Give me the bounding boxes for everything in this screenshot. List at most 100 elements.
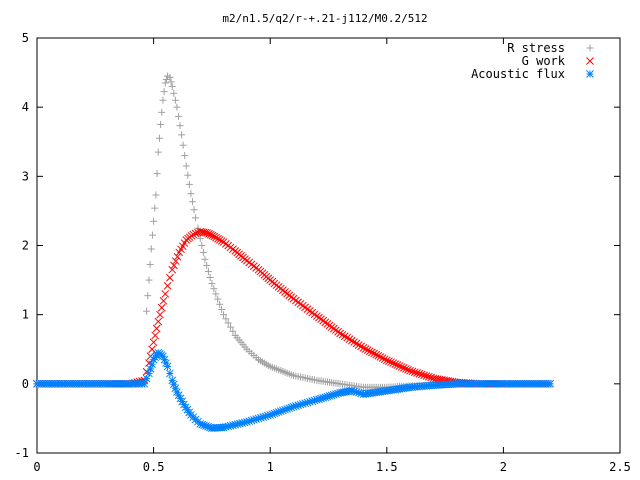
data-point [408,367,417,376]
data-point [145,369,153,378]
data-point [198,242,206,249]
data-point [402,364,410,373]
data-point [368,348,376,357]
data-point [148,360,156,369]
data-point [166,273,174,282]
data-point [354,341,363,349]
series-layer [33,72,554,432]
data-point [224,319,232,327]
data-point [382,356,391,365]
data-point [406,366,414,375]
data-point [161,79,169,87]
data-point [161,290,170,298]
data-point [151,204,159,212]
data-point [404,365,412,374]
x-tick-label: 0 [33,460,40,474]
data-point [380,355,389,364]
data-point [343,333,352,342]
y-tick-label: -1 [15,446,29,460]
data-point [218,305,226,313]
data-point [338,330,347,339]
data-point [220,311,228,319]
data-point [145,276,153,284]
data-point [385,357,393,366]
data-point [215,235,224,244]
data-point [210,232,219,241]
legend-entry: G work [522,54,594,68]
x-tick-label: 2.5 [609,460,631,474]
legend-label: Acoustic flux [471,67,565,81]
data-point [190,206,198,214]
data-point [181,152,189,160]
data-point [350,338,359,346]
data-point [210,285,218,293]
data-point [374,351,383,360]
series-acoustic-flux [33,348,554,432]
legend-label: G work [522,54,566,68]
data-point [391,360,400,368]
data-point [163,362,172,371]
data-point [148,231,156,239]
data-point [203,261,211,269]
data-point [168,82,176,90]
data-point [187,190,195,198]
data-point [359,344,368,352]
data-point [376,353,385,361]
data-point [352,339,361,348]
data-point [167,78,175,86]
data-point [154,317,163,326]
data-point [157,120,165,128]
data-point [152,324,161,333]
data-point [206,273,214,281]
data-point [169,380,178,389]
data-point [340,332,349,341]
data-point [204,267,212,275]
data-point [144,292,152,300]
data-point [151,331,160,340]
data-point [208,231,217,240]
data-point [208,280,216,288]
plot-frame [36,37,621,454]
data-point [378,354,387,362]
data-point [159,296,168,305]
data-point [157,303,166,312]
data-point [182,162,190,170]
y-tick-label: 3 [22,169,29,183]
x-tick-label: 1 [267,460,274,474]
data-point [413,369,421,377]
data-point [191,229,200,238]
data-point [178,131,186,139]
data-point [422,372,431,380]
data-point [148,345,156,354]
y-tick-label: 1 [22,308,29,322]
legend-label: R stress [507,41,565,55]
data-point [357,342,366,351]
data-point [179,141,187,149]
legend-entry: Acoustic flux [471,67,594,81]
x-tick-label: 1.5 [376,460,398,474]
chart-title: m2/n1.5/q2/r-+.21-j112/M0.2/512 [222,12,427,25]
data-point [372,350,381,359]
data-point [424,372,433,381]
data-point [158,108,166,116]
data-point [229,327,237,335]
legend-entry: R stress [507,41,594,55]
data-point [336,329,345,338]
y-tick-label: 0 [22,377,29,391]
data-point [216,300,224,308]
data-point [147,245,155,253]
data-point [365,347,374,356]
data-point [162,359,170,367]
data-point [214,234,222,243]
data-point [184,171,192,179]
data-point [415,369,424,378]
data-point [389,359,398,367]
x-tick-label: 0.5 [143,460,165,474]
data-point [171,96,179,104]
data-point [399,364,408,372]
data-point [410,368,419,377]
data-point [363,346,372,354]
data-point [166,73,174,81]
data-point [370,349,378,358]
